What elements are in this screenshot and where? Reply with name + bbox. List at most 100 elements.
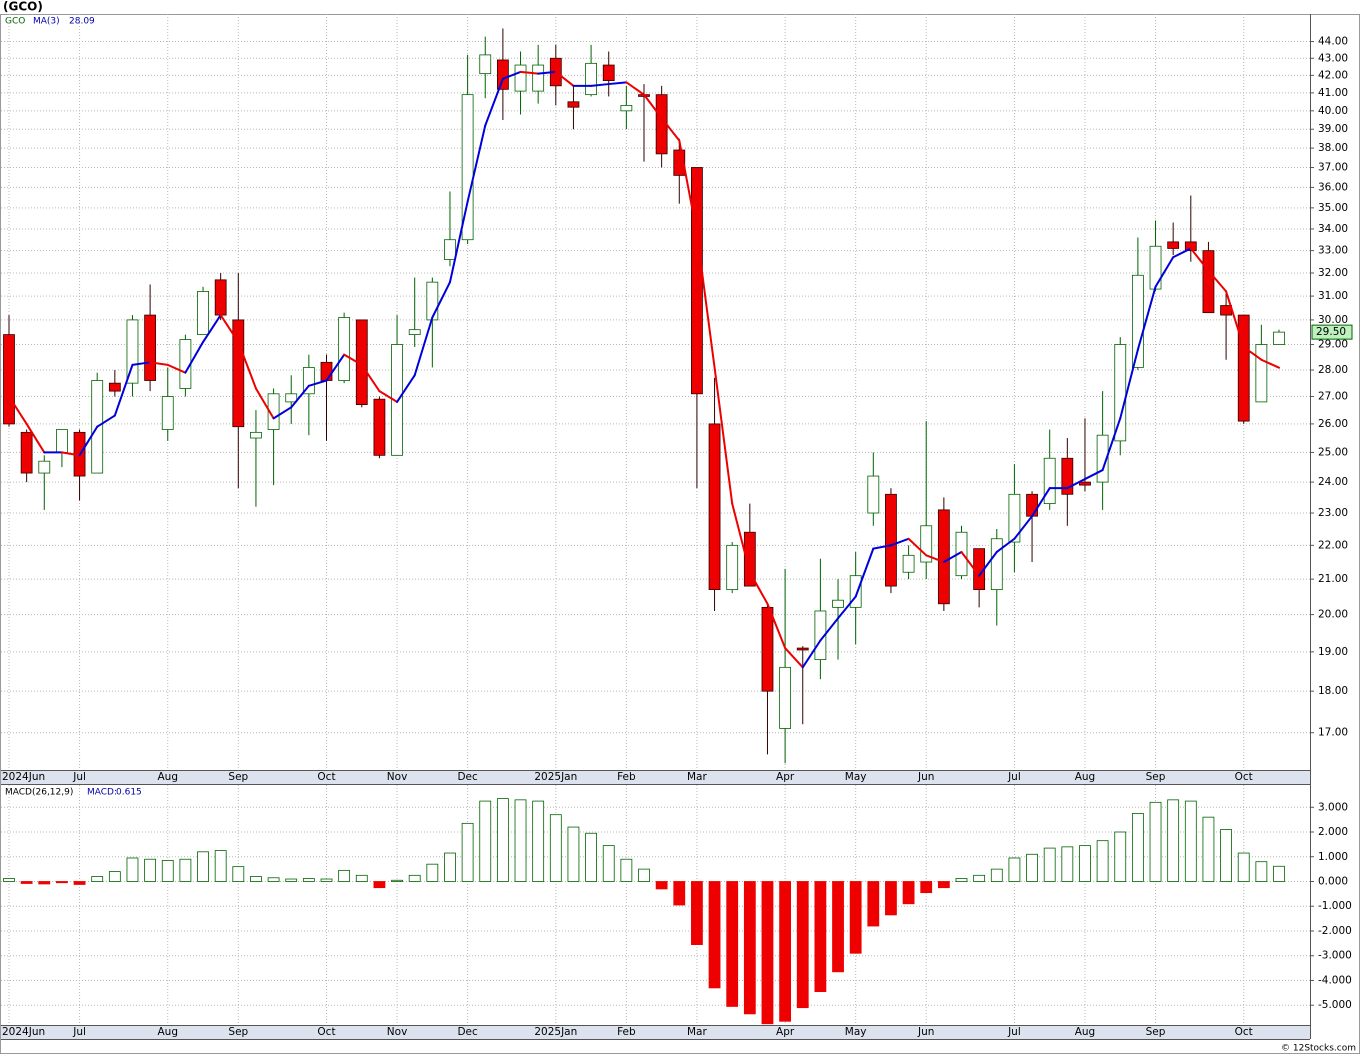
ma-line (643, 93, 663, 120)
macd-bar (726, 881, 739, 1007)
ma-line (660, 117, 681, 142)
macd-bar (973, 874, 986, 882)
x-axis-strip (1, 770, 1310, 784)
candle-body (56, 429, 68, 453)
legend-symbol: GCO (5, 17, 25, 27)
macd-bar (532, 800, 545, 882)
candle-body (1149, 245, 1162, 290)
candle-body (1255, 344, 1268, 403)
macd-bar (849, 881, 862, 954)
candle-body (867, 475, 880, 514)
y-tick-label: 43.00 (1318, 52, 1348, 64)
x-axis-strip (1, 1025, 1310, 1039)
x-tick-label: 2025Jan (534, 771, 577, 783)
macd-label: MACD: (87, 788, 117, 798)
macd-bar (1237, 852, 1250, 882)
macd-bar (91, 876, 104, 882)
ma-line (872, 544, 892, 550)
macd-bar (761, 881, 774, 1025)
ma-line (466, 124, 487, 203)
macd-bar (479, 800, 492, 882)
ma-line (1013, 515, 1034, 540)
ma-line (1154, 256, 1175, 288)
y-tick-label: 26.00 (1318, 418, 1348, 430)
macd-bar (179, 858, 192, 882)
x-tick-label: Jun (917, 1026, 934, 1038)
y-tick-label: 36.00 (1318, 181, 1348, 193)
x-tick-label: 2025Jan (534, 1026, 577, 1038)
y-tick-label: 30.00 (1318, 314, 1348, 326)
ma-line (237, 341, 257, 390)
y-tick-label: 39.00 (1318, 123, 1348, 135)
ma-line (202, 314, 222, 344)
candle-body (461, 94, 474, 241)
macd-bar (426, 863, 439, 882)
y-tick-label: 33.00 (1318, 245, 1348, 257)
macd-bar (1043, 847, 1056, 882)
x-tick-label: Nov (387, 771, 408, 783)
ma-line (837, 595, 857, 620)
ma-line (889, 537, 910, 547)
y-tick-label: 27.00 (1318, 390, 1348, 402)
ma-line (748, 571, 769, 605)
y-tick-label: 44.00 (1318, 36, 1348, 48)
ma-line (378, 390, 399, 403)
candle-body (1273, 331, 1285, 345)
candle-body (1167, 241, 1180, 249)
ma-line (96, 414, 116, 428)
macd-bar (602, 845, 615, 882)
candle-body (126, 319, 139, 384)
credit: © 12Stocks.com (1281, 1044, 1356, 1054)
y-tick-label: 24.00 (1318, 476, 1348, 488)
x-tick-label: Nov (387, 1026, 408, 1038)
candle-body (302, 367, 315, 395)
y-tick-label: 38.00 (1318, 142, 1348, 154)
ma-line (995, 537, 1016, 553)
ma-line (484, 77, 504, 127)
candle-body (1096, 434, 1109, 483)
y-tick-label: 2.000 (1318, 826, 1348, 838)
macd-bar (549, 814, 562, 882)
last-price-tag (1311, 324, 1353, 340)
candle-body (708, 423, 721, 590)
x-tick-label: Oct (317, 771, 335, 783)
candle-body (267, 393, 280, 430)
candle-body (408, 329, 421, 335)
x-tick-label: Mar (687, 771, 707, 783)
ma-line (731, 502, 751, 574)
macd-bar (691, 881, 703, 945)
macd-bar (867, 881, 880, 927)
candle-body (232, 319, 245, 428)
ma-line (766, 602, 787, 650)
x-tick-label: Dec (457, 1026, 478, 1038)
x-tick-label: 2024Jun (2, 771, 45, 783)
y-tick-label: 17.00 (1318, 727, 1348, 739)
candle-body (1079, 481, 1091, 486)
macd-bar (567, 826, 580, 882)
ma-line (78, 425, 99, 457)
macd-bar (814, 881, 827, 992)
x-tick-label: Sep (1146, 771, 1166, 783)
candle-body (514, 64, 527, 92)
ma-line (1031, 487, 1051, 518)
x-tick-label: May (845, 771, 867, 783)
macd-bar (1026, 853, 1038, 882)
y-tick-label: 18.00 (1318, 685, 1348, 697)
candle-body (144, 314, 157, 381)
candle-body (161, 396, 174, 430)
ma-line (413, 316, 434, 377)
candle-body (1061, 457, 1074, 495)
x-tick-label: Feb (617, 771, 636, 783)
candle-body (937, 509, 950, 605)
candle-body (902, 554, 915, 573)
candle-body (1202, 250, 1215, 314)
y-tick-label: 19.00 (1318, 646, 1348, 658)
macd-bar (902, 881, 915, 905)
candle-body (444, 239, 456, 260)
macd-bar (1273, 865, 1285, 882)
x-tick-label: Jul (1007, 1026, 1021, 1038)
macd-title: MACD(26,12,9) (5, 788, 73, 798)
ma-line (254, 387, 275, 420)
candle-body (726, 544, 739, 590)
